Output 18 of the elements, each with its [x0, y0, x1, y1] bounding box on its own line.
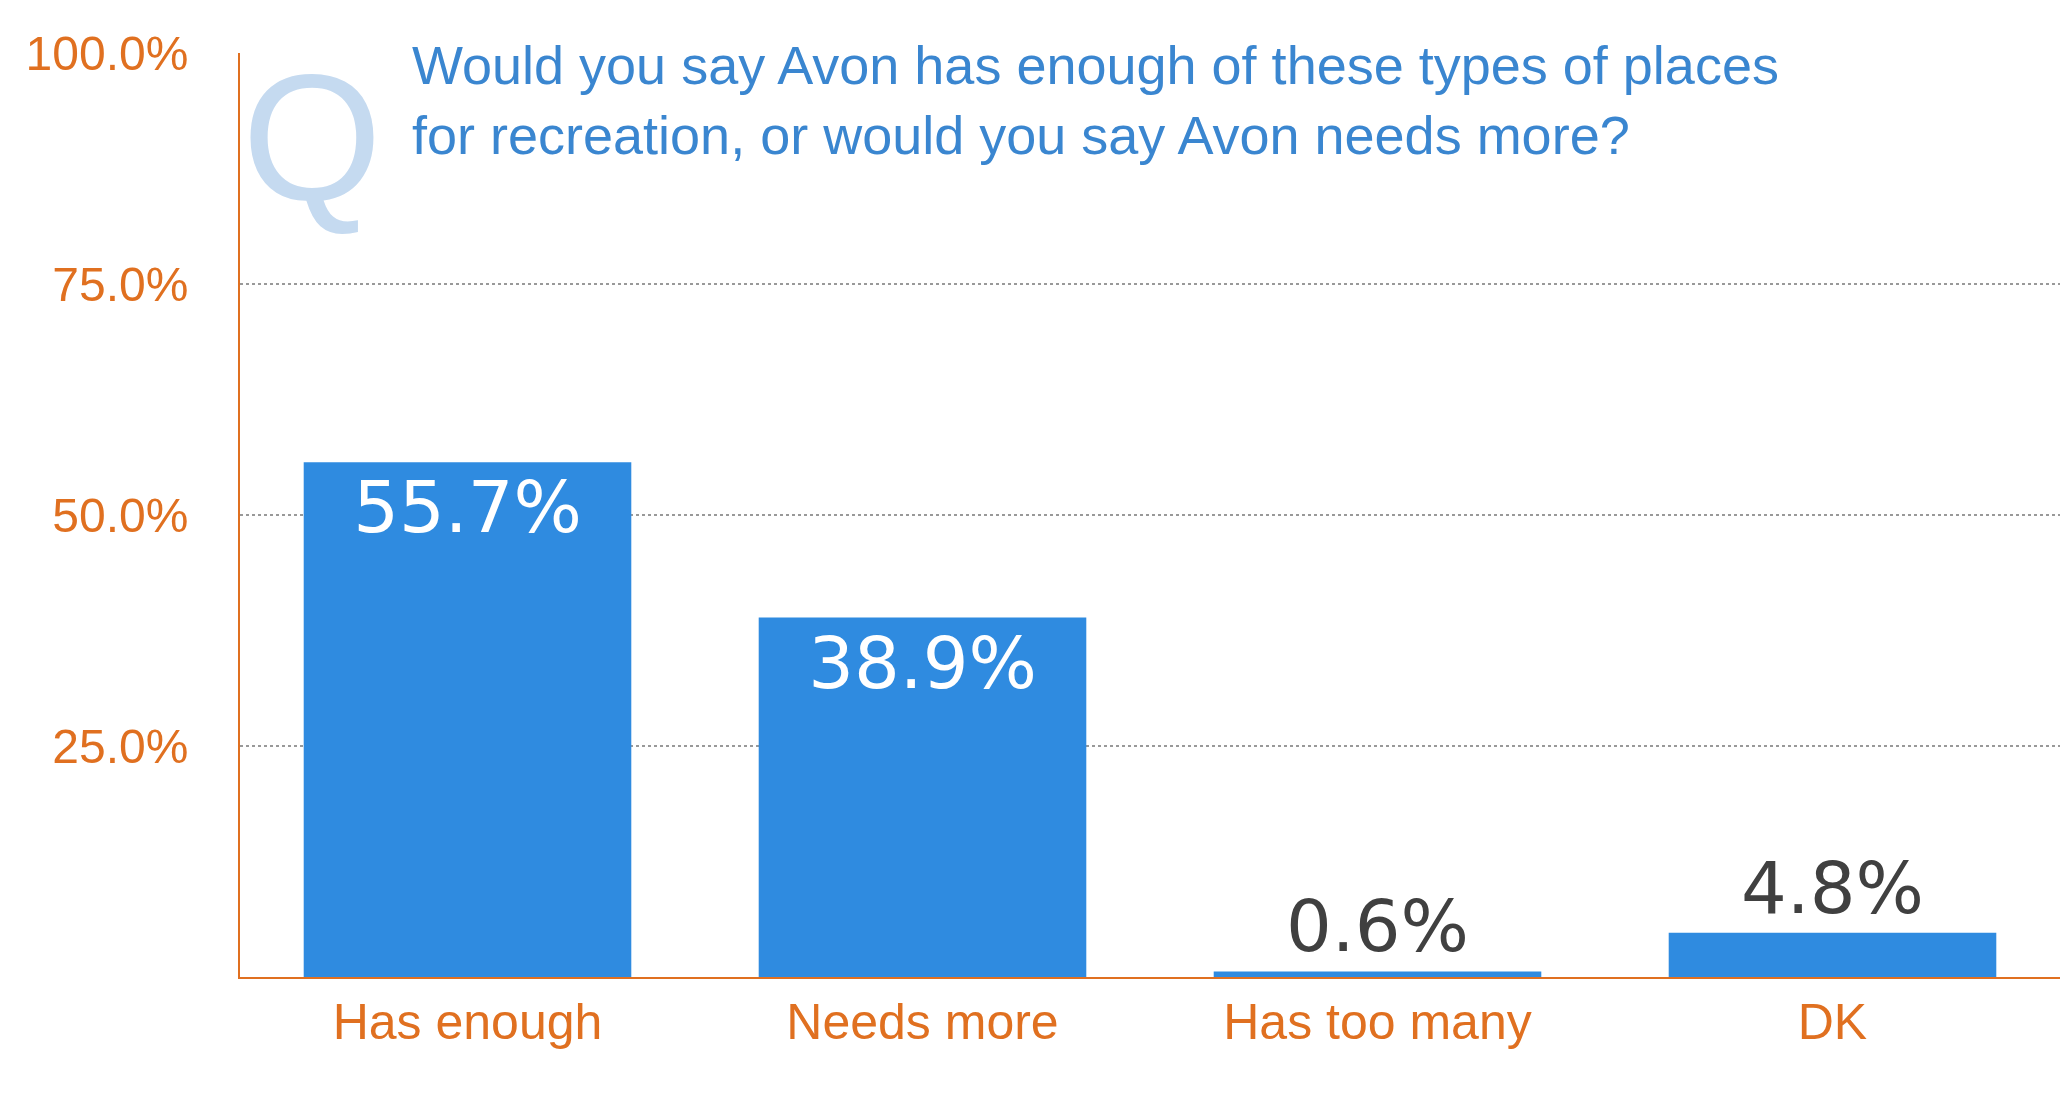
x-tick-label: DK	[1797, 994, 1868, 1050]
y-tick-label: 100.0%	[25, 26, 189, 80]
data-label: 38.9%	[808, 620, 1037, 705]
bar	[1213, 971, 1542, 977]
y-tick-label: 75.0%	[52, 257, 189, 311]
x-tick-label: Needs more	[786, 994, 1059, 1050]
x-tick-label: Has too many	[1223, 994, 1532, 1050]
bar	[758, 617, 1087, 977]
x-tick-label: Has enough	[332, 994, 603, 1050]
bar	[1668, 932, 1997, 977]
y-tick-label: 50.0%	[52, 488, 189, 542]
data-label: 4.8%	[1741, 845, 1924, 930]
annotation: Q	[242, 37, 383, 238]
y-tick-label: 25.0%	[52, 719, 189, 773]
data-label: 0.6%	[1286, 884, 1469, 969]
bar	[303, 462, 632, 977]
data-label: 55.7%	[353, 465, 582, 550]
chart-title: Would you say Avon has enough of these types of places for recreation, or would you say Avon needs more?	[412, 34, 1779, 165]
